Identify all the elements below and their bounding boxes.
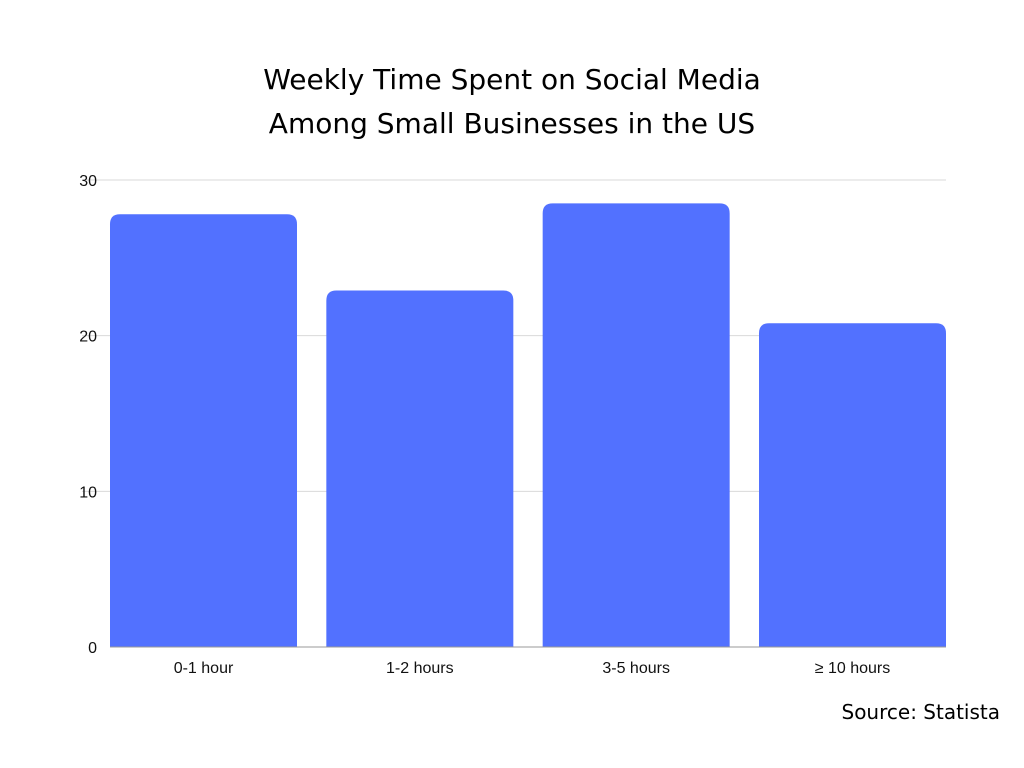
y-tick-label: 10 — [79, 484, 97, 501]
chart-title-line-1: Weekly Time Spent on Social Media — [263, 63, 761, 96]
x-tick-label: ≥ 10 hours — [815, 660, 891, 677]
chart-title: Weekly Time Spent on Social Media Among … — [0, 58, 1024, 146]
x-tick-label: 1-2 hours — [386, 660, 454, 677]
bar-10-hours — [759, 323, 946, 647]
y-tick-label: 20 — [79, 329, 97, 346]
y-tick-label: 0 — [88, 640, 97, 657]
bar-1-2-hours — [326, 290, 514, 647]
x-tick-label: 3-5 hours — [602, 660, 670, 677]
bar-3-5-hours — [542, 203, 730, 647]
bar-0-1-hour — [110, 214, 297, 647]
source-label: Source: Statista — [841, 700, 1001, 724]
y-axis-ticks: 0 10 20 30 — [79, 173, 97, 657]
chart-title-line-2: Among Small Businesses in the US — [268, 107, 756, 140]
x-tick-label: 0-1 hour — [174, 660, 234, 677]
x-axis-ticks: 0-1 hour 1-2 hours 3-5 hours ≥ 10 hours — [174, 660, 891, 677]
bars — [110, 203, 946, 647]
y-tick-label: 30 — [79, 173, 97, 190]
